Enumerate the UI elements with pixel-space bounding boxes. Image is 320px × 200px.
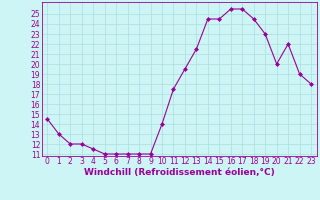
X-axis label: Windchill (Refroidissement éolien,°C): Windchill (Refroidissement éolien,°C)	[84, 168, 275, 177]
